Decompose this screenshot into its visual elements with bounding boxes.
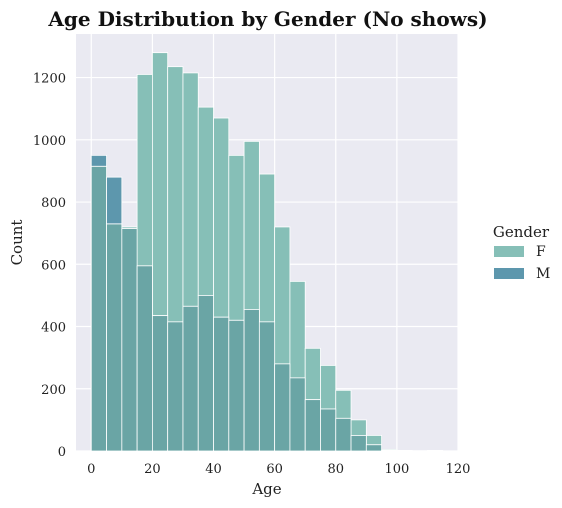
bar-f [289,280,306,379]
bar-f [335,389,352,419]
bar-f [182,72,199,307]
bar-f [213,117,230,318]
legend-label-m: M [536,266,550,282]
bar-overlap [365,444,383,452]
bar-overlap [136,265,153,452]
bar-f [258,173,276,323]
bar-overlap [197,295,214,452]
y-tick-label: 800 [41,196,66,211]
y-tick-label: 200 [41,383,66,398]
bar-overlap [213,316,230,452]
bar-m [90,154,107,167]
series-m-bars [90,154,123,225]
bar-f [243,140,260,310]
bar-overlap [182,305,199,452]
bar-f [167,66,184,323]
bar-f [350,419,367,436]
x-tick-label: 0 [87,462,95,477]
legend-swatch-m [494,268,524,279]
bar-overlap [289,377,306,452]
y-tick-label: 0 [58,445,66,460]
bar-overlap [228,319,245,452]
bar-overlap [381,449,398,452]
legend-label-f: F [536,244,546,260]
bar-f [197,106,214,296]
bar-overlap [90,165,107,452]
bar-f [304,347,321,401]
y-tick-label: 600 [41,258,66,273]
bar-f [320,365,337,410]
bar-m [106,176,123,225]
x-tick-label: 80 [327,462,344,477]
y-tick-label: 1000 [33,134,66,149]
x-tick-label: 40 [205,462,222,477]
x-axis-label: Age [251,480,281,498]
bar-f [274,226,291,365]
bar-overlap [106,223,123,452]
legend: Gender F M [493,223,550,282]
y-axis-label: Count [8,220,26,266]
bar-overlap [151,315,169,452]
bar-overlap [274,363,291,452]
bar-overlap [243,309,260,452]
bar-overlap [258,321,276,452]
bar-f [228,154,245,321]
bar-overlap [320,408,337,452]
bar-overlap [167,321,184,452]
chart-title: Age Distribution by Gender (No shows) [47,7,487,31]
bar-f [365,435,383,446]
bar-f [151,52,169,317]
bar-overlap [121,228,138,452]
series-f-bars [121,52,444,452]
legend-title: Gender [493,223,550,241]
bar-f [136,74,153,267]
bar-overlap [350,435,367,452]
bar-overlap [335,417,352,452]
x-tick-label: 120 [446,462,471,477]
x-tick-label: 60 [266,462,283,477]
x-tick-label: 100 [384,462,409,477]
bar-overlap [304,399,321,452]
x-tick-label: 20 [144,462,161,477]
y-tick-label: 400 [41,321,66,336]
y-tick-label: 1200 [33,72,66,87]
legend-swatch-f [494,246,524,257]
